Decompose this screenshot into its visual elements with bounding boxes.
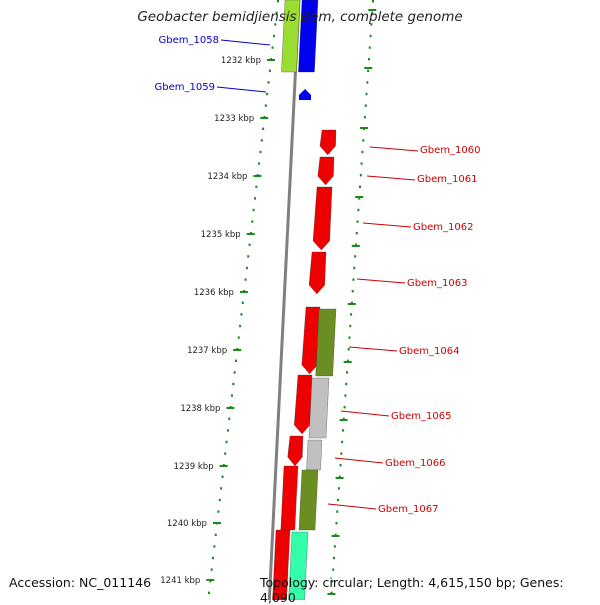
gene-red-b <box>294 374 313 435</box>
gene-gbem-1063 <box>308 251 327 295</box>
gene-label: Gbem_1065 <box>391 411 451 422</box>
gene-label-leader <box>327 503 377 510</box>
accession-text: Accession: NC_011146 <box>9 575 152 590</box>
gene-label-leader <box>220 39 271 46</box>
gene-label-leader <box>348 346 398 352</box>
gene-label-leader <box>334 457 384 464</box>
gene-gbem-1067 <box>298 469 319 531</box>
kbp-tick-label: 1237 kbp <box>187 346 227 356</box>
gene-label: Gbem_1061 <box>417 174 477 185</box>
gene-gbem-1066 <box>306 439 323 471</box>
gene-label-leader <box>369 146 419 152</box>
topology-text: Topology: circular; Length: 4,615,150 bp… <box>260 575 564 605</box>
gene-label: Gbem_1059 <box>155 82 215 93</box>
kbp-tick-label: 1233 kbp <box>214 114 254 124</box>
kbp-tick-label: 1239 kbp <box>174 462 214 472</box>
gene-label: Gbem_1067 <box>378 504 438 515</box>
kbp-tick-label: 1240 kbp <box>167 519 207 529</box>
kbp-tick-label: 1241 kbp <box>160 576 200 586</box>
gene-label-leader <box>366 175 416 181</box>
gene-label-leader <box>340 410 390 417</box>
gene-label-leader <box>356 278 406 284</box>
kbp-tick-label: 1236 kbp <box>194 288 234 298</box>
map-title: Geobacter bemidjiensis Bem, complete gen… <box>137 9 463 25</box>
kbp-tick-label: 1235 kbp <box>201 230 241 240</box>
gene-label: Gbem_1064 <box>399 346 459 357</box>
gene-red-d <box>280 465 299 531</box>
gene-label: Gbem_1058 <box>159 35 219 46</box>
genome-backbone <box>267 0 301 601</box>
gene-gbem-1061 <box>317 156 335 186</box>
gene-label: Gbem_1062 <box>413 222 473 233</box>
gene-red-c <box>287 435 304 467</box>
kbp-tick-label: 1238 kbp <box>180 404 220 414</box>
gene-label-leader <box>362 222 412 228</box>
gene-gbem-1062 <box>312 186 333 251</box>
gene-gbem-1064 <box>315 308 337 377</box>
gene-label-leader <box>216 86 267 93</box>
gene-gbem-1058-blue <box>298 0 319 73</box>
gene-label: Gbem_1063 <box>407 278 467 289</box>
gene-gbem-1059 <box>299 89 311 100</box>
gene-label: Gbem_1060 <box>420 145 480 156</box>
gene-red-a <box>301 306 321 375</box>
gene-gbem-1065 <box>308 377 330 439</box>
kbp-tick-label: 1234 kbp <box>207 172 247 182</box>
kbp-tick-label: 1232 kbp <box>221 56 261 66</box>
gene-label: Gbem_1066 <box>385 458 445 469</box>
gene-gbem-1060 <box>319 129 337 156</box>
gene-gbem-1058-lime <box>281 0 301 73</box>
